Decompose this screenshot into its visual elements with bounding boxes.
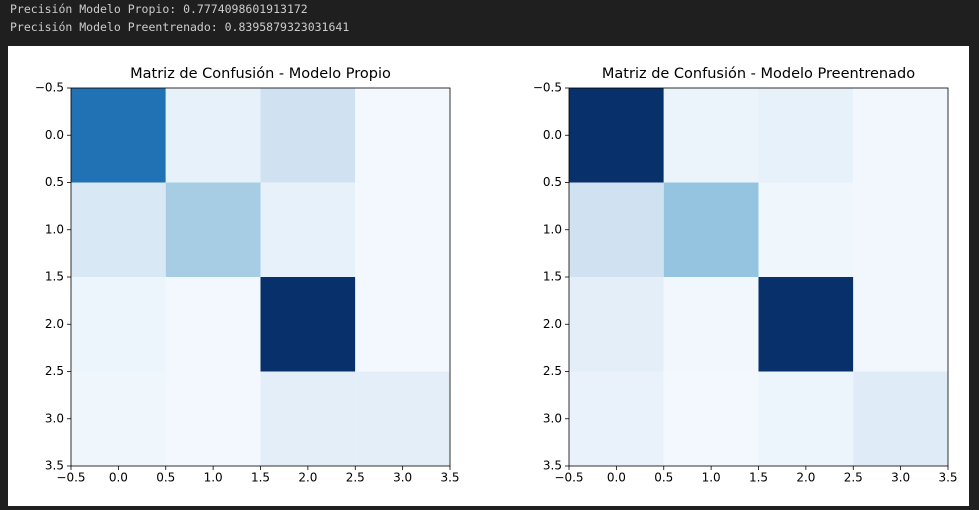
- y-tick-label: −0.5: [533, 81, 562, 95]
- y-tick-label: 2.5: [45, 364, 64, 378]
- heatmap-cell: [260, 182, 356, 277]
- heatmap-cell: [260, 88, 356, 183]
- y-tick-label: 1.5: [45, 270, 64, 284]
- heatmap-cell: [165, 371, 261, 466]
- heatmap-cell: [569, 371, 664, 466]
- output-line: Precisión Modelo Propio: 0.7774098601913…: [10, 2, 308, 16]
- y-tick-label: 1.5: [543, 270, 562, 284]
- heatmap-cell: [165, 277, 261, 372]
- heatmap-cell: [853, 277, 948, 372]
- heatmap-cell: [569, 182, 664, 277]
- heatmap-cell: [355, 88, 450, 183]
- x-tick-label: 3.5: [938, 471, 957, 485]
- y-tick-label: 1.0: [45, 222, 64, 236]
- x-tick-label: 0.5: [654, 471, 673, 485]
- x-tick-label: 2.0: [796, 471, 815, 485]
- y-tick-label: 0.0: [543, 128, 562, 142]
- x-tick-label: 2.0: [298, 471, 317, 485]
- y-tick-label: 0.0: [45, 128, 64, 142]
- x-tick-label: 1.5: [749, 471, 768, 485]
- y-tick-label: 0.5: [45, 175, 64, 189]
- y-tick-label: 3.5: [543, 459, 562, 473]
- heatmap-cell: [71, 88, 166, 183]
- heatmap-cell: [569, 88, 664, 183]
- x-tick-label: 0.0: [109, 471, 128, 485]
- x-tick-label: 0.5: [156, 471, 175, 485]
- y-tick-label: 1.0: [543, 222, 562, 236]
- heatmap-cell: [260, 277, 356, 372]
- x-tick-label: 0.0: [607, 471, 626, 485]
- x-tick-label: 3.5: [440, 471, 459, 485]
- heatmap-cell: [260, 371, 356, 466]
- heatmap-cell: [165, 88, 261, 183]
- heatmap-cell: [165, 182, 261, 277]
- x-tick-label: 2.5: [844, 471, 863, 485]
- y-tick-label: 0.5: [543, 175, 562, 189]
- output-line: Precisión Modelo Preentrenado: 0.8395879…: [10, 20, 350, 34]
- x-tick-label: 3.0: [393, 471, 412, 485]
- heatmap-cell: [663, 182, 759, 277]
- chart-title: Matriz de Confusión - Modelo Propio: [130, 66, 391, 82]
- heatmap-cell: [758, 371, 854, 466]
- heatmap-cell: [71, 371, 166, 466]
- heatmap-cell: [663, 88, 759, 183]
- y-tick-label: 2.0: [45, 317, 64, 331]
- y-tick-label: −0.5: [35, 81, 64, 95]
- heatmap-cell: [71, 182, 166, 277]
- x-tick-label: 3.0: [891, 471, 910, 485]
- heatmap-cell: [853, 88, 948, 183]
- heatmap-cell: [758, 88, 854, 183]
- x-tick-label: 1.0: [204, 471, 223, 485]
- x-tick-label: 1.5: [251, 471, 270, 485]
- y-tick-label: 3.0: [45, 411, 64, 425]
- heatmap-cell: [71, 277, 166, 372]
- y-tick-label: 2.0: [543, 317, 562, 331]
- heatmap-cell: [758, 182, 854, 277]
- heatmap-cell: [355, 182, 450, 277]
- y-tick-label: 3.0: [543, 411, 562, 425]
- heatmap-cell: [758, 277, 854, 372]
- chart-title: Matriz de Confusión - Modelo Preentrenad…: [602, 66, 915, 82]
- x-tick-label: 1.0: [702, 471, 721, 485]
- heatmap-cell: [663, 277, 759, 372]
- heatmap-cell: [355, 371, 450, 466]
- x-tick-label: −0.5: [56, 471, 85, 485]
- y-tick-label: 3.5: [45, 459, 64, 473]
- heatmap-cell: [853, 182, 948, 277]
- heatmap-cell: [663, 371, 759, 466]
- y-tick-label: 2.5: [543, 364, 562, 378]
- heatmap-cell: [355, 277, 450, 372]
- x-tick-label: 2.5: [346, 471, 365, 485]
- x-tick-label: −0.5: [554, 471, 583, 485]
- heatmap-cell: [569, 277, 664, 372]
- heatmap-cell: [853, 371, 948, 466]
